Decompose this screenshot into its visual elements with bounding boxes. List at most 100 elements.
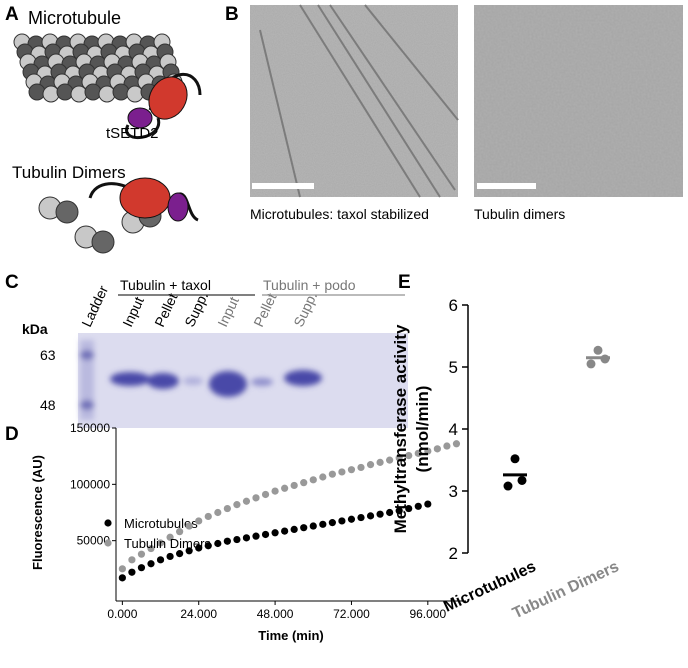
x-tick-label: 48.000 bbox=[257, 607, 294, 621]
tubulin-subunit bbox=[126, 85, 144, 103]
enzyme-domain bbox=[127, 107, 153, 129]
data-point bbox=[424, 500, 432, 508]
x-axis-label: Time (min) bbox=[258, 628, 324, 643]
x-tick-label: 72.000 bbox=[333, 607, 370, 621]
group-label: Tubulin + taxol bbox=[120, 277, 211, 293]
data-point bbox=[195, 517, 203, 525]
data-point bbox=[338, 468, 346, 476]
data-point bbox=[252, 532, 260, 540]
y-tick-label: 50000 bbox=[77, 534, 111, 548]
data-point bbox=[233, 501, 241, 509]
data-point bbox=[176, 550, 184, 558]
y-tick-label: 3 bbox=[449, 482, 458, 501]
data-point bbox=[300, 479, 308, 487]
data-point bbox=[376, 458, 384, 466]
micrograph-texture bbox=[250, 5, 458, 197]
legend-marker bbox=[104, 519, 112, 527]
y-tick-label: 2 bbox=[449, 544, 458, 563]
charts: 50000 100000 150000 0.000 24.000 48.000 72.000… bbox=[30, 296, 622, 643]
data-point bbox=[252, 494, 260, 502]
data-point bbox=[185, 522, 193, 530]
data-point bbox=[204, 542, 212, 550]
data-point bbox=[156, 539, 165, 547]
data-point bbox=[223, 504, 231, 513]
data-point bbox=[118, 565, 126, 573]
legend-marker bbox=[104, 539, 112, 547]
data-point bbox=[414, 502, 422, 510]
lane-label: Input bbox=[214, 294, 242, 329]
data-point bbox=[309, 476, 317, 484]
tubulin-subunit bbox=[56, 83, 74, 101]
marker-label: 48 bbox=[40, 397, 56, 413]
x-tick-label: 24.000 bbox=[180, 607, 217, 621]
data-point bbox=[433, 445, 441, 453]
data-point bbox=[328, 519, 336, 527]
data-point bbox=[242, 497, 251, 505]
x-tick-label: 0.000 bbox=[107, 607, 137, 621]
marker-label: 63 bbox=[40, 347, 56, 363]
tubulin-subunit bbox=[84, 83, 102, 101]
data-point bbox=[517, 475, 527, 485]
data-point bbox=[147, 544, 155, 553]
data-point bbox=[281, 484, 289, 492]
data-point bbox=[395, 454, 403, 462]
data-point bbox=[204, 512, 212, 521]
panel-label: C bbox=[5, 272, 19, 293]
lane-label: Ladder bbox=[78, 283, 111, 330]
data-point bbox=[233, 535, 241, 544]
data-point bbox=[128, 556, 136, 564]
data-point bbox=[319, 520, 327, 528]
scale-bar bbox=[252, 183, 314, 189]
group-label: Tubulin + podo bbox=[263, 277, 356, 293]
data-point bbox=[424, 447, 432, 455]
data-point bbox=[176, 528, 184, 536]
data-point bbox=[357, 513, 365, 522]
data-point bbox=[261, 530, 270, 539]
scale-bar bbox=[477, 183, 536, 189]
legend-label: Tubulin Dimers bbox=[124, 536, 211, 551]
data-point bbox=[593, 345, 603, 355]
data-point bbox=[147, 560, 155, 568]
label: tSETD2 bbox=[106, 125, 159, 142]
data-point bbox=[137, 564, 146, 572]
y-tick-label: 6 bbox=[449, 296, 458, 315]
data-point bbox=[137, 550, 146, 558]
data-point bbox=[386, 508, 394, 517]
data-point bbox=[586, 359, 596, 369]
y-tick-label: 150000 bbox=[70, 421, 110, 435]
data-point bbox=[118, 574, 126, 582]
micrograph-texture bbox=[474, 5, 683, 197]
data-point bbox=[185, 547, 193, 555]
data-point bbox=[290, 481, 298, 490]
data-point bbox=[510, 454, 520, 464]
data-point bbox=[443, 442, 451, 450]
panel-label: D bbox=[5, 424, 19, 445]
lane-label: Pellet bbox=[151, 291, 180, 330]
data-point bbox=[503, 481, 513, 491]
data-point bbox=[271, 487, 279, 495]
data-point bbox=[309, 522, 317, 530]
data-point bbox=[214, 508, 222, 517]
data-point bbox=[223, 537, 231, 545]
y-tick-label: 4 bbox=[449, 420, 458, 439]
y-axis-label: (nmol/min) bbox=[413, 386, 432, 473]
dimers-illustration bbox=[38, 177, 199, 254]
gel-bands bbox=[80, 340, 322, 420]
lane-label: Input bbox=[119, 294, 147, 329]
data-point bbox=[128, 568, 136, 576]
data-point bbox=[366, 512, 375, 520]
legend-label: Microtubules bbox=[124, 516, 198, 531]
data-point bbox=[395, 507, 403, 515]
data-point bbox=[290, 525, 298, 534]
tubulin-subunit bbox=[112, 83, 130, 101]
data-point bbox=[376, 510, 384, 518]
data-point bbox=[405, 504, 413, 513]
data-point bbox=[366, 461, 375, 469]
label: Tubulin Dimers bbox=[12, 163, 126, 182]
caption: Microtubules: taxol stabilized bbox=[250, 206, 429, 222]
data-point bbox=[357, 463, 365, 472]
unit-label: kDa bbox=[22, 321, 48, 337]
label: Microtubule bbox=[28, 8, 121, 28]
data-point bbox=[414, 449, 422, 457]
data-point bbox=[328, 470, 336, 478]
